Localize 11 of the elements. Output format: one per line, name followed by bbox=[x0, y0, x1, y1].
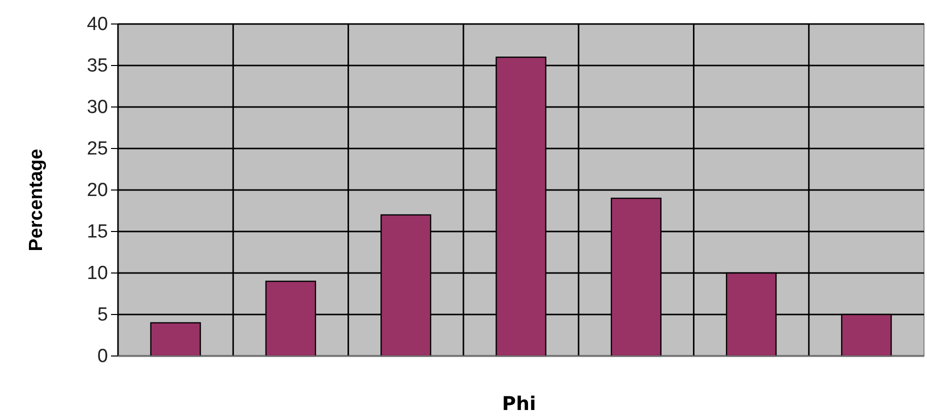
y-tick-label: 40 bbox=[86, 14, 108, 36]
y-tick-label: 35 bbox=[86, 56, 108, 77]
y-tick-label: 10 bbox=[86, 263, 108, 284]
y-tick-label: 25 bbox=[86, 138, 108, 160]
y-axis-title: Percentage bbox=[26, 148, 47, 252]
y-tick-label: 20 bbox=[86, 180, 108, 202]
y-tick-label: 5 bbox=[97, 304, 108, 326]
y-tick-label: 0 bbox=[97, 346, 108, 368]
y-tick-label: 30 bbox=[86, 97, 108, 118]
x-axis-title: Phi bbox=[502, 393, 536, 415]
y-tick-label: 15 bbox=[86, 222, 108, 243]
